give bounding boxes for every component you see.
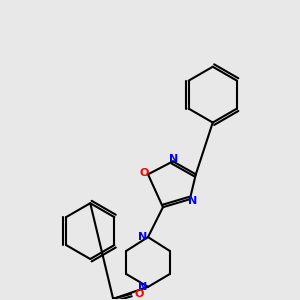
Text: N: N <box>188 196 197 206</box>
Text: N: N <box>169 154 178 164</box>
Text: N: N <box>138 282 148 292</box>
Text: O: O <box>139 168 149 178</box>
Text: N: N <box>138 232 148 242</box>
Text: O: O <box>134 289 144 299</box>
